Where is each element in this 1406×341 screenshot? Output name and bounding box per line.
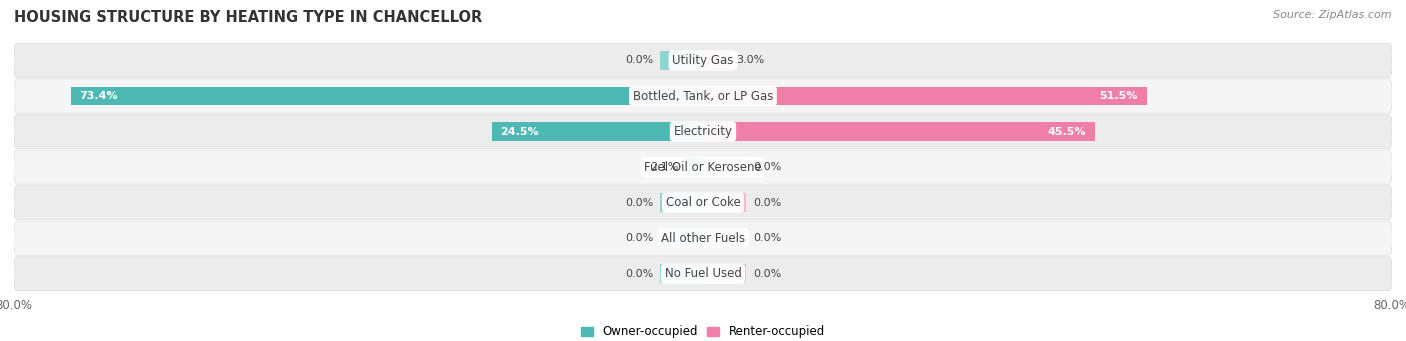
Text: 3.0%: 3.0% xyxy=(735,56,763,65)
Text: 0.0%: 0.0% xyxy=(624,233,652,243)
Bar xyxy=(703,87,1146,105)
Text: Bottled, Tank, or LP Gas: Bottled, Tank, or LP Gas xyxy=(633,89,773,103)
FancyBboxPatch shape xyxy=(14,150,1392,184)
Bar xyxy=(703,51,728,70)
Text: 0.0%: 0.0% xyxy=(624,198,652,208)
Bar xyxy=(659,193,703,212)
Text: 24.5%: 24.5% xyxy=(501,127,540,136)
Bar xyxy=(659,229,703,248)
Text: All other Fuels: All other Fuels xyxy=(661,232,745,245)
Text: 45.5%: 45.5% xyxy=(1047,127,1087,136)
Text: 73.4%: 73.4% xyxy=(80,91,118,101)
Bar xyxy=(703,265,747,283)
Bar xyxy=(492,122,703,141)
FancyBboxPatch shape xyxy=(14,221,1392,255)
Bar xyxy=(703,122,1095,141)
Text: Source: ZipAtlas.com: Source: ZipAtlas.com xyxy=(1274,10,1392,20)
Bar xyxy=(659,265,703,283)
Text: 0.0%: 0.0% xyxy=(754,233,782,243)
Text: Coal or Coke: Coal or Coke xyxy=(665,196,741,209)
Text: 0.0%: 0.0% xyxy=(754,162,782,172)
Bar xyxy=(703,193,747,212)
Bar xyxy=(659,51,703,70)
FancyBboxPatch shape xyxy=(14,79,1392,113)
Text: 51.5%: 51.5% xyxy=(1099,91,1137,101)
Legend: Owner-occupied, Renter-occupied: Owner-occupied, Renter-occupied xyxy=(576,321,830,341)
Text: Electricity: Electricity xyxy=(673,125,733,138)
Text: 0.0%: 0.0% xyxy=(624,56,652,65)
Text: 0.0%: 0.0% xyxy=(754,198,782,208)
Text: No Fuel Used: No Fuel Used xyxy=(665,267,741,280)
Text: Utility Gas: Utility Gas xyxy=(672,54,734,67)
Text: 0.0%: 0.0% xyxy=(754,269,782,279)
FancyBboxPatch shape xyxy=(14,257,1392,291)
Bar xyxy=(703,158,747,176)
Bar xyxy=(70,87,703,105)
Text: 2.1%: 2.1% xyxy=(650,162,678,172)
Text: Fuel Oil or Kerosene: Fuel Oil or Kerosene xyxy=(644,161,762,174)
Bar xyxy=(703,229,747,248)
FancyBboxPatch shape xyxy=(14,43,1392,77)
Bar xyxy=(685,158,703,176)
FancyBboxPatch shape xyxy=(14,115,1392,149)
Text: HOUSING STRUCTURE BY HEATING TYPE IN CHANCELLOR: HOUSING STRUCTURE BY HEATING TYPE IN CHA… xyxy=(14,10,482,25)
Text: 0.0%: 0.0% xyxy=(624,269,652,279)
FancyBboxPatch shape xyxy=(14,186,1392,220)
